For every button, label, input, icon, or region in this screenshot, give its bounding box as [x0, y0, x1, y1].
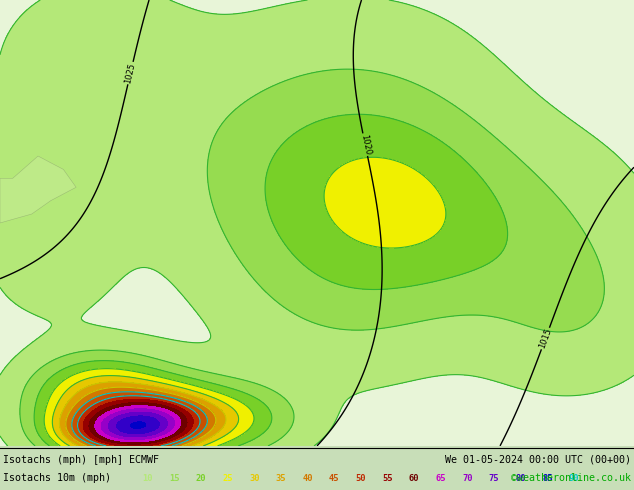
Text: 45: 45 [329, 474, 340, 483]
Text: 35: 35 [276, 474, 287, 483]
Text: 80: 80 [515, 474, 526, 483]
Text: 55: 55 [382, 474, 393, 483]
Text: We 01-05-2024 00:00 UTC (00+00): We 01-05-2024 00:00 UTC (00+00) [445, 455, 631, 465]
Text: ©weatheronline.co.uk: ©weatheronline.co.uk [511, 473, 631, 483]
Text: 75: 75 [489, 474, 500, 483]
Polygon shape [0, 156, 76, 223]
Text: 85: 85 [542, 474, 553, 483]
Text: 70: 70 [462, 474, 473, 483]
Text: 15: 15 [169, 474, 180, 483]
Text: 1015: 1015 [538, 327, 553, 350]
Text: 60: 60 [409, 474, 420, 483]
Text: 30: 30 [249, 474, 260, 483]
Text: 40: 40 [302, 474, 313, 483]
Text: 1025: 1025 [124, 62, 137, 84]
Text: 1020: 1020 [359, 133, 372, 156]
Text: 20: 20 [196, 474, 207, 483]
Text: 25: 25 [223, 474, 233, 483]
Text: 10: 10 [143, 474, 153, 483]
Text: 65: 65 [436, 474, 446, 483]
Text: 90: 90 [569, 474, 579, 483]
Text: Isotachs (mph) [mph] ECMWF: Isotachs (mph) [mph] ECMWF [3, 455, 159, 465]
Text: 50: 50 [356, 474, 366, 483]
Text: Isotachs 10m (mph): Isotachs 10m (mph) [3, 473, 111, 483]
